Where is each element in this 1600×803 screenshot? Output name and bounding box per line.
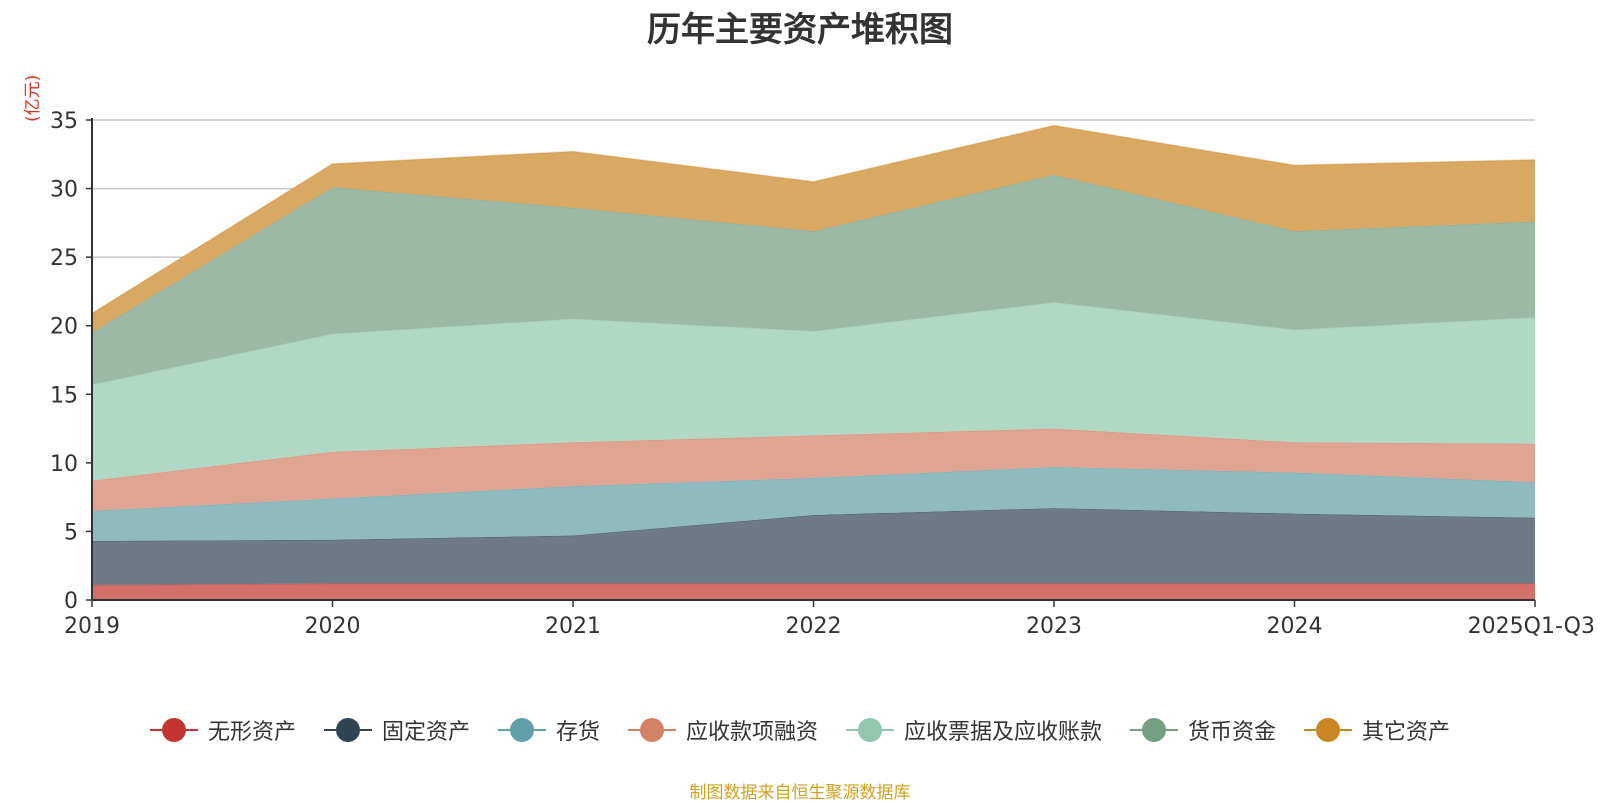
y-tick-label: 25 — [50, 246, 78, 271]
area-series-edge-6 — [91, 124, 1536, 315]
legend-item-0[interactable]: 无形资产 — [149, 714, 296, 746]
x-tick-label: 2025Q1-Q3 — [1468, 614, 1595, 639]
legend-item-1[interactable]: 固定资产 — [323, 714, 470, 746]
y-tick-label: 5 — [64, 520, 78, 545]
y-tick-label: 30 — [50, 178, 78, 203]
area-series-1 — [92, 508, 1535, 585]
y-tick-label: 35 — [50, 109, 78, 134]
area-series-5 — [92, 174, 1535, 385]
y-tick-label: 15 — [50, 383, 78, 408]
legend-item-2[interactable]: 存货 — [497, 714, 600, 746]
chart-title: 历年主要资产堆积图 — [647, 10, 953, 50]
legend: 无形资产 固定资产 存货 应收款项融资 应收票据及应收账款 货币资金 其它资产 — [0, 714, 1600, 746]
legend-marker-icon — [149, 717, 198, 743]
legend-label: 货币资金 — [1188, 720, 1277, 745]
legend-label: 应收票据及应收账款 — [904, 720, 1103, 745]
legend-marker-icon — [323, 717, 372, 743]
area-series-6 — [92, 125, 1535, 333]
legend-marker-icon — [627, 717, 676, 743]
legend-item-3[interactable]: 应收款项融资 — [627, 714, 818, 746]
legend-label: 应收款项融资 — [685, 720, 818, 745]
legend-marker-icon — [1130, 717, 1179, 743]
legend-item-5[interactable]: 货币资金 — [1130, 714, 1276, 746]
legend-marker-icon — [497, 717, 546, 743]
legend-label: 无形资产 — [207, 720, 296, 745]
legend-label: 其它资产 — [1362, 720, 1451, 745]
area-series-3 — [92, 428, 1535, 511]
y-tick-label: 0 — [64, 589, 78, 614]
x-tick-label: 2020 — [305, 614, 361, 639]
area-layer — [91, 124, 1536, 600]
area-series-4 — [92, 302, 1535, 481]
y-tick-label: 10 — [50, 452, 78, 477]
legend-item-4[interactable]: 应收票据及应收账款 — [846, 714, 1102, 746]
legend-label: 存货 — [555, 720, 600, 745]
x-tick-label: 2022 — [786, 614, 842, 639]
area-series-2 — [92, 467, 1535, 541]
legend-item-6[interactable]: 其它资产 — [1304, 714, 1450, 746]
source-note: 制图数据来自恒生聚源数据库 — [689, 783, 911, 803]
legend-label: 固定资产 — [381, 720, 470, 745]
y-tick-label: 20 — [50, 315, 78, 340]
legend-marker-icon — [846, 717, 894, 743]
stacked-area-chart: 0 5 10 15 20 25 30 35 2019 2020 2021 2022 2023 2024 20… — [50, 109, 1595, 639]
x-tick-label: 2024 — [1267, 614, 1323, 639]
axis-layer: 0 5 10 15 20 25 30 35 2019 2020 2021 2022 2023 2024 20… — [50, 109, 1595, 639]
x-tick-label: 2019 — [64, 614, 120, 639]
area-series-0 — [92, 583, 1535, 600]
x-tick-label: 2023 — [1026, 614, 1082, 639]
legend-marker-icon — [1304, 717, 1353, 743]
x-tick-label: 2021 — [545, 614, 601, 639]
